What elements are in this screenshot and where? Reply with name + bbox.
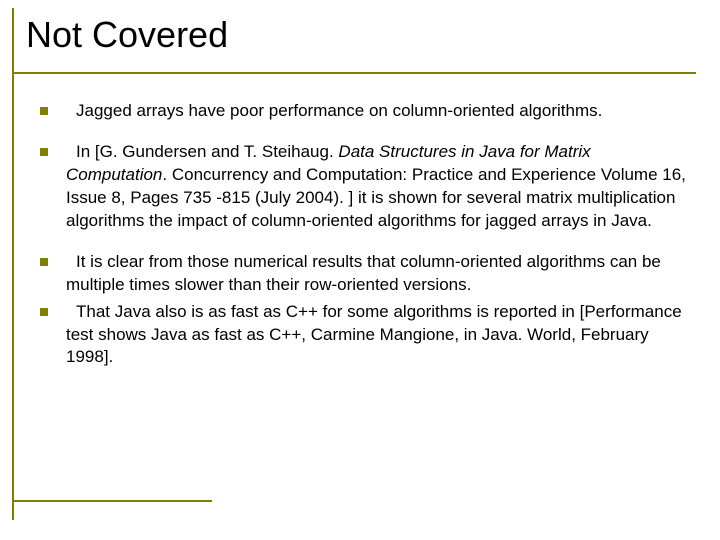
- bullet-item: Jagged arrays have poor performance on c…: [40, 100, 690, 123]
- square-bullet-icon: [40, 258, 48, 266]
- bullet-text: That Java also is as fast as C++ for som…: [66, 301, 690, 370]
- slide-title: Not Covered: [26, 14, 228, 56]
- rule-bottom: [12, 500, 212, 502]
- square-bullet-icon: [40, 308, 48, 316]
- slide-body: Jagged arrays have poor performance on c…: [40, 100, 690, 387]
- slide: Not Covered Jagged arrays have poor perf…: [0, 0, 720, 540]
- bullet-text-pre: In [G. Gundersen and T. Steihaug.: [76, 142, 338, 161]
- rule-left: [12, 8, 14, 520]
- bullet-item: It is clear from those numerical results…: [40, 251, 690, 297]
- bullet-text: Jagged arrays have poor performance on c…: [66, 100, 690, 123]
- square-bullet-icon: [40, 148, 48, 156]
- bullet-item: That Java also is as fast as C++ for som…: [40, 301, 690, 370]
- square-bullet-icon: [40, 107, 48, 115]
- rule-top: [12, 72, 696, 74]
- bullet-item: In [G. Gundersen and T. Steihaug. Data S…: [40, 141, 690, 233]
- bullet-text: It is clear from those numerical results…: [66, 251, 690, 297]
- bullet-text: In [G. Gundersen and T. Steihaug. Data S…: [66, 141, 690, 233]
